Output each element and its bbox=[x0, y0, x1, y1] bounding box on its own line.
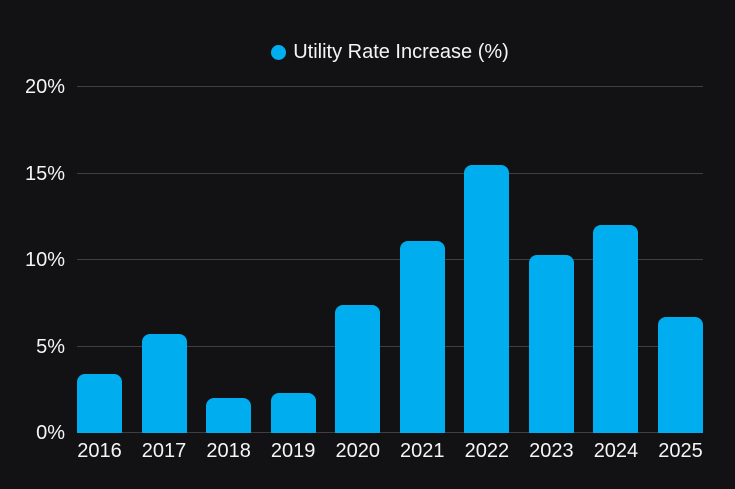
bar-2023[interactable] bbox=[528, 254, 574, 433]
legend-marker-icon bbox=[271, 44, 287, 60]
y-axis-label-10%: 10% bbox=[24, 249, 65, 271]
gridline-0% bbox=[77, 432, 703, 433]
x-axis-label-2020: 2020 bbox=[335, 440, 380, 462]
x-axis-label-2016: 2016 bbox=[77, 440, 122, 462]
x-axis-label-2025: 2025 bbox=[658, 440, 703, 462]
x-axis-label-2023: 2023 bbox=[529, 440, 574, 462]
bar-2019[interactable] bbox=[270, 393, 316, 433]
x-axis-label-2021: 2021 bbox=[400, 440, 445, 462]
x-axis-label-2024: 2024 bbox=[593, 440, 639, 462]
x-axis-label-2018: 2018 bbox=[206, 440, 251, 462]
bar-2017[interactable] bbox=[141, 334, 187, 433]
gridline-5% bbox=[77, 345, 703, 347]
y-axis-label-5%: 5% bbox=[36, 335, 65, 358]
gridline-10% bbox=[77, 259, 703, 260]
plot-area bbox=[77, 86, 703, 433]
x-axis-label-2022: 2022 bbox=[464, 440, 510, 462]
bar-2016[interactable] bbox=[77, 374, 122, 433]
gridline-15% bbox=[77, 172, 703, 174]
bar-2018[interactable] bbox=[206, 398, 252, 433]
bar-2022[interactable] bbox=[464, 164, 510, 433]
y-axis-label-0%: 0% bbox=[36, 422, 65, 444]
y-axis-label-15%: 15% bbox=[24, 162, 65, 185]
gridline-20% bbox=[77, 86, 703, 87]
bar-2024[interactable] bbox=[593, 225, 639, 433]
y-axis-label-20%: 20% bbox=[24, 76, 65, 98]
bar-2020[interactable] bbox=[335, 304, 381, 433]
legend-item[interactable]: Utility Rate Increase (%) bbox=[77, 41, 703, 63]
legend-label: Utility Rate Increase (%) bbox=[293, 41, 509, 63]
x-axis-label-2017: 2017 bbox=[141, 440, 187, 462]
bar-2021[interactable] bbox=[399, 240, 445, 433]
x-axis-label-2019: 2019 bbox=[270, 440, 316, 462]
bar-2025[interactable] bbox=[658, 317, 703, 433]
